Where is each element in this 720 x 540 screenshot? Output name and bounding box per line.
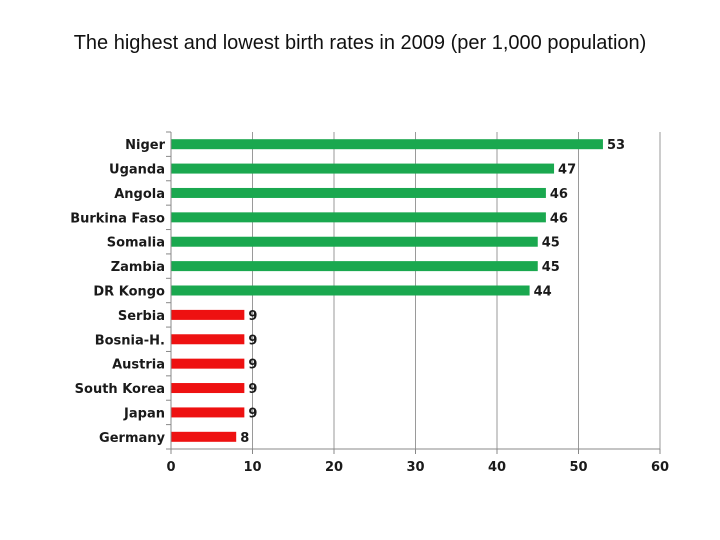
category-label: Germany xyxy=(99,431,165,446)
bar xyxy=(171,431,237,442)
x-tick-label: 60 xyxy=(651,460,669,475)
x-tick-label: 0 xyxy=(166,460,175,475)
category-label: Angola xyxy=(114,187,165,202)
bar xyxy=(171,358,245,369)
data-label: 46 xyxy=(550,187,568,202)
chart-title: The highest and lowest birth rates in 20… xyxy=(73,32,647,54)
category-label: Zambia xyxy=(111,260,165,275)
category-label: Burkina Faso xyxy=(70,211,165,226)
data-label: 9 xyxy=(248,358,257,373)
data-label: 45 xyxy=(542,260,560,275)
bar xyxy=(171,212,546,223)
data-label: 9 xyxy=(248,309,257,324)
x-tick-label: 10 xyxy=(243,460,261,475)
data-label: 9 xyxy=(248,406,257,421)
x-tick-label: 40 xyxy=(488,460,506,475)
labels: 0 10 20 30 40 50 60 Niger 53 Uganda 47 Angola 46 Burk… xyxy=(70,138,669,475)
bar xyxy=(171,309,245,320)
data-label: 45 xyxy=(542,236,560,251)
axes xyxy=(166,131,661,454)
category-label: DR Kongo xyxy=(93,285,165,300)
bar xyxy=(171,187,546,198)
category-label: Somalia xyxy=(107,236,165,251)
data-label: 8 xyxy=(240,431,249,446)
data-label: 44 xyxy=(534,285,552,300)
bar xyxy=(171,163,555,174)
bar xyxy=(171,407,245,418)
bar xyxy=(171,139,603,150)
bar xyxy=(171,261,538,272)
category-label: Bosnia-H. xyxy=(95,333,165,348)
bar xyxy=(171,236,538,247)
data-label: 9 xyxy=(248,382,257,397)
x-tick-label: 30 xyxy=(406,460,424,475)
data-label: 53 xyxy=(607,138,625,153)
data-label: 47 xyxy=(558,163,576,178)
category-label: Serbia xyxy=(118,309,165,324)
data-label: 9 xyxy=(248,333,257,348)
category-label: Niger xyxy=(125,138,165,153)
data-label: 46 xyxy=(550,211,568,226)
bar xyxy=(171,383,245,394)
bar xyxy=(171,334,245,345)
category-label: Austria xyxy=(112,358,165,373)
category-label: South Korea xyxy=(75,382,165,397)
x-tick-label: 20 xyxy=(325,460,343,475)
category-label: Uganda xyxy=(109,163,165,178)
x-tick-label: 50 xyxy=(569,460,587,475)
bar xyxy=(171,285,530,296)
bars xyxy=(171,139,603,442)
category-label: Japan xyxy=(123,406,165,421)
